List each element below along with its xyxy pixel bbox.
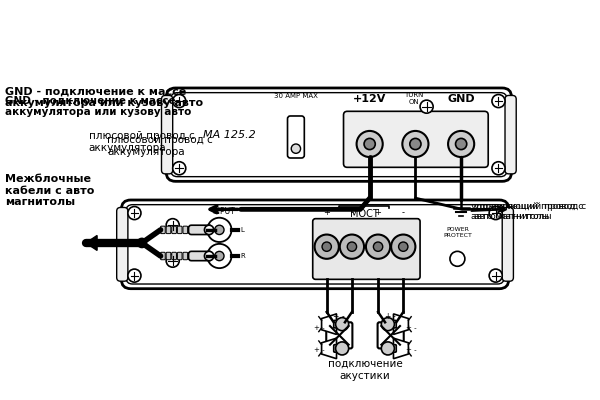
- Circle shape: [489, 206, 502, 220]
- Text: + -: + -: [406, 325, 416, 331]
- Circle shape: [215, 225, 224, 234]
- Text: подключение
акустики: подключение акустики: [328, 359, 403, 381]
- Text: + -: + -: [406, 347, 416, 353]
- Circle shape: [398, 242, 408, 251]
- FancyBboxPatch shape: [172, 226, 176, 234]
- FancyBboxPatch shape: [505, 96, 516, 174]
- Text: + -: + -: [314, 325, 325, 331]
- Text: R: R: [240, 253, 245, 259]
- FancyBboxPatch shape: [161, 226, 165, 234]
- Circle shape: [205, 225, 214, 234]
- FancyBboxPatch shape: [502, 208, 514, 281]
- Circle shape: [314, 234, 339, 259]
- Circle shape: [366, 234, 390, 259]
- Text: POWER
PROTECT: POWER PROTECT: [443, 227, 472, 238]
- Text: +: +: [332, 312, 339, 321]
- FancyBboxPatch shape: [183, 226, 188, 234]
- Circle shape: [356, 131, 383, 157]
- Circle shape: [335, 318, 349, 331]
- Text: GND: GND: [448, 94, 475, 104]
- Text: +: +: [323, 208, 330, 217]
- Text: Межблочные
кабели с авто
магнитолы: Межблочные кабели с авто магнитолы: [5, 174, 94, 207]
- Text: МА 125.2: МА 125.2: [203, 130, 256, 140]
- Text: 30 AMP MAX: 30 AMP MAX: [274, 93, 318, 99]
- Circle shape: [410, 138, 421, 150]
- Circle shape: [492, 162, 505, 175]
- Text: -: -: [402, 208, 405, 217]
- Polygon shape: [394, 338, 409, 359]
- Circle shape: [128, 206, 141, 220]
- Circle shape: [335, 342, 349, 355]
- Circle shape: [173, 162, 186, 175]
- FancyBboxPatch shape: [188, 251, 212, 261]
- Circle shape: [420, 100, 433, 113]
- Circle shape: [382, 318, 394, 331]
- Polygon shape: [322, 338, 337, 359]
- Circle shape: [322, 242, 331, 251]
- Circle shape: [207, 218, 232, 242]
- Text: +12V: +12V: [353, 94, 386, 104]
- FancyBboxPatch shape: [116, 208, 128, 281]
- FancyBboxPatch shape: [188, 226, 193, 234]
- Polygon shape: [394, 314, 409, 334]
- Circle shape: [373, 242, 383, 251]
- Polygon shape: [322, 314, 337, 334]
- FancyBboxPatch shape: [188, 225, 212, 234]
- Text: плюсовой провод с
аккумулятора: плюсовой провод с аккумулятора: [107, 135, 213, 157]
- FancyBboxPatch shape: [391, 320, 396, 328]
- FancyBboxPatch shape: [178, 252, 182, 260]
- Circle shape: [205, 251, 214, 261]
- Circle shape: [391, 234, 415, 259]
- Text: управляющий провод с
авто магнитолы: управляющий провод с авто магнитолы: [472, 202, 584, 221]
- Circle shape: [128, 269, 141, 282]
- Circle shape: [492, 94, 505, 108]
- FancyBboxPatch shape: [391, 345, 396, 352]
- Circle shape: [291, 144, 301, 153]
- Circle shape: [450, 251, 465, 266]
- Text: управляющий провод с
авто магнитолы: управляющий провод с авто магнитолы: [474, 202, 586, 221]
- Polygon shape: [86, 236, 97, 250]
- FancyBboxPatch shape: [172, 252, 176, 260]
- Circle shape: [207, 244, 232, 268]
- Circle shape: [403, 131, 428, 157]
- FancyBboxPatch shape: [161, 96, 173, 174]
- Circle shape: [173, 94, 186, 108]
- Circle shape: [166, 219, 179, 232]
- Text: +: +: [374, 208, 382, 217]
- Circle shape: [382, 342, 394, 355]
- Circle shape: [448, 131, 474, 157]
- Text: INPUT: INPUT: [212, 208, 235, 216]
- FancyBboxPatch shape: [313, 219, 420, 279]
- FancyBboxPatch shape: [188, 252, 193, 260]
- Circle shape: [455, 138, 467, 150]
- Text: L: L: [240, 227, 244, 233]
- Text: -: -: [393, 312, 396, 321]
- Circle shape: [215, 251, 224, 261]
- FancyBboxPatch shape: [334, 345, 340, 352]
- Circle shape: [166, 254, 179, 267]
- FancyBboxPatch shape: [344, 111, 488, 167]
- Circle shape: [347, 242, 356, 251]
- Text: -: -: [341, 312, 344, 321]
- FancyBboxPatch shape: [178, 226, 182, 234]
- FancyBboxPatch shape: [166, 226, 171, 234]
- Text: + -: + -: [314, 347, 325, 353]
- FancyBboxPatch shape: [161, 252, 165, 260]
- Text: TURN
ON: TURN ON: [404, 92, 423, 105]
- Text: GND - подключение к массе
аккумулятора или кузову авто: GND - подключение к массе аккумулятора и…: [5, 86, 203, 108]
- FancyBboxPatch shape: [334, 320, 340, 328]
- FancyBboxPatch shape: [194, 226, 199, 234]
- Text: плюсовой провод с
аккумулятора: плюсовой провод с аккумулятора: [89, 131, 194, 153]
- Circle shape: [137, 238, 146, 248]
- Text: GND - подключение к массе
аккумулятора или кузову авто: GND - подключение к массе аккумулятора и…: [5, 96, 191, 118]
- Text: -: -: [350, 208, 353, 217]
- FancyBboxPatch shape: [194, 252, 199, 260]
- FancyBboxPatch shape: [183, 252, 188, 260]
- Circle shape: [364, 138, 375, 150]
- FancyBboxPatch shape: [166, 252, 171, 260]
- Circle shape: [489, 269, 502, 282]
- Text: +: +: [384, 312, 390, 321]
- Circle shape: [340, 234, 364, 259]
- Text: МОСТ: МОСТ: [350, 209, 379, 219]
